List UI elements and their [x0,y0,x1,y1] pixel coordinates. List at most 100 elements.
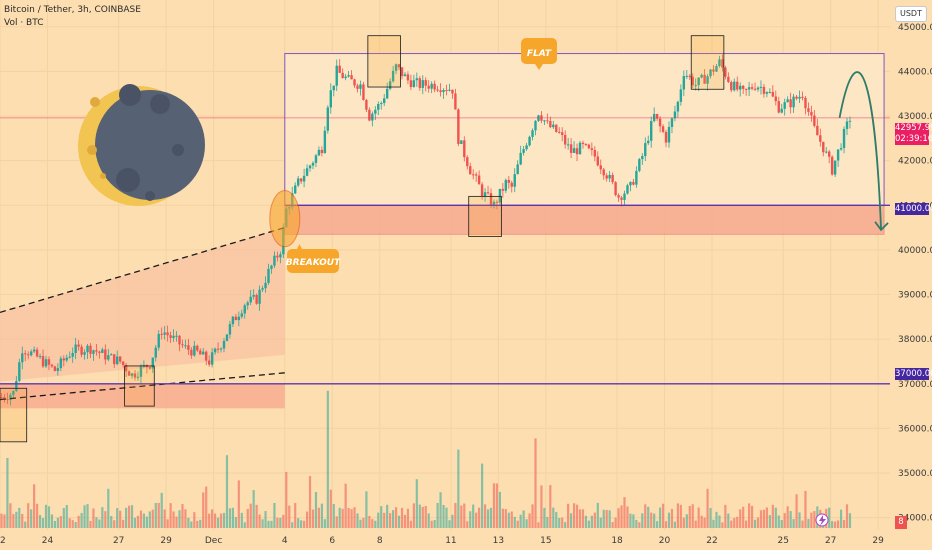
volume-bar [691,504,694,528]
volume-bar [688,505,691,528]
volume-bar [451,514,454,528]
candle-body [739,85,742,90]
candle-body [664,131,668,143]
currency-button[interactable]: USDT [895,6,927,22]
volume-bar [617,508,620,528]
candle-body [519,152,522,165]
volume-bar [552,507,555,528]
candle-body [774,96,777,102]
volume-bar [231,507,234,528]
volume-bar [409,520,412,528]
volume-bar [374,520,377,528]
candle-body [673,111,677,119]
candle-body [311,162,315,166]
volume-bar [196,520,199,528]
candle-body [474,174,478,176]
lightning-icon[interactable] [815,513,829,527]
volume-bar [644,504,647,528]
volume-bar [620,505,623,528]
volume-bar [848,513,852,528]
volume-bar [531,504,534,528]
breakout-callout[interactable]: BREAKOUT [286,244,341,273]
volume-bar [656,521,659,528]
volume-bar [739,509,742,528]
price-tick-label: 36000.00 [898,424,932,434]
candle-body [264,282,267,289]
candle-body [691,76,694,86]
volume-bar [362,517,365,528]
volume-bar [516,520,519,528]
candle-body [463,140,466,158]
candle-body [356,85,359,89]
volume-bar [308,476,312,528]
time-tick-label: 13 [493,536,504,546]
volume-bar [47,506,51,528]
support-zone [284,204,885,235]
volume-bar [804,490,807,528]
candle-body [510,182,513,187]
volume-bar [564,522,567,528]
volume-bar [540,485,543,528]
volume-bar [762,509,766,528]
candle-body [632,181,635,185]
time-tick-label: 4 [282,536,288,546]
candle-body [332,85,335,91]
volume-bar [365,491,368,528]
volume-bar [748,503,751,528]
volume-bar [436,502,439,528]
candle-body [74,344,77,353]
volume-bar [27,503,30,528]
volume-bar [41,518,45,528]
volume-bar [700,515,703,528]
candle-body [813,115,816,126]
candle-body [412,80,416,88]
flat-callout[interactable]: FLAT [521,38,557,70]
volume-bar [3,514,6,528]
volume-bar [305,511,309,528]
candle-body [566,144,570,146]
candle-body [305,168,309,176]
volume-bar [771,504,774,528]
candle-body [107,355,110,360]
volume-bar [38,514,42,528]
candle-body [184,345,187,347]
price-axis[interactable]: 34000.00 35000.00 36000.00 37000.00 38000.00… [890,0,932,550]
volume-bar [602,509,605,528]
candle-body [777,101,780,113]
volume-bar [513,516,516,528]
volume-bar [605,510,608,528]
candle-body [258,289,261,304]
candle-body [397,64,401,68]
candle-body [163,332,166,335]
volume-bar [750,505,754,528]
volume-bar [110,516,113,528]
price-candles [0,54,852,406]
symbol-title: Bitcoin / Tether, 3h, COINBASE [4,5,141,15]
candle-body [246,302,249,306]
breakout-label: BREAKOUT [286,258,341,268]
volume-bar [288,505,291,528]
candle-body [534,120,537,131]
candle-body [205,351,208,361]
volume-bar [397,515,401,528]
candle-body [86,345,89,353]
candle-body [581,142,585,144]
volume-bar [481,463,484,528]
candle-body [652,113,656,122]
candle-body [421,80,424,88]
channel-fill-area [0,227,285,382]
volume-bar [142,513,145,528]
candle-body [667,127,671,143]
candle-body [83,352,86,355]
volume-bar [33,484,36,528]
volume-bar [647,506,650,528]
highlight-box [0,387,28,443]
candle-body [344,76,347,79]
candle-body [234,316,238,321]
volume-title: Vol · BTC [4,18,44,28]
volume-bar [71,520,74,528]
price-tick-label: 39000.00 [898,291,932,301]
volume-bar [53,520,56,528]
time-axis[interactable]: 22 24 27 29 Dec 4 6 8 11 13 15 18 20 22 25 27 29 [0,536,884,546]
